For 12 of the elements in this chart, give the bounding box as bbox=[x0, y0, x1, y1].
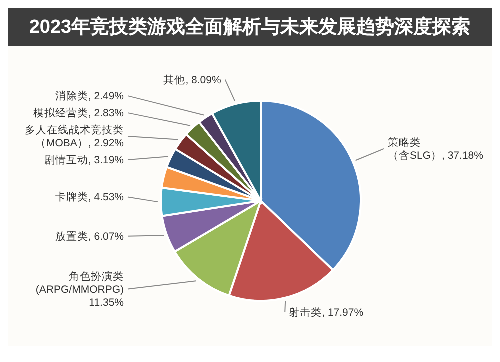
slice-label: 角色扮演类(ARPG/MMORPG) bbox=[36, 270, 124, 296]
chart-title: 2023年竞技类游戏全面解析与未来发展趋势深度探索 bbox=[8, 8, 492, 46]
slice-label: 多人在线战术竞技类（MOBA）, 2.92% bbox=[25, 124, 124, 150]
slice-label: 射击类, 17.97% bbox=[289, 306, 364, 320]
slice-label: 放置类, 6.07% bbox=[55, 230, 124, 243]
slice-label: 模拟经营类, 2.83% bbox=[33, 106, 124, 120]
slice-label: 策略类（含SLG）, 37.18% bbox=[388, 136, 484, 162]
slice-label: 卡牌类, 4.53% bbox=[55, 190, 124, 204]
data-label: 11.35% bbox=[89, 296, 124, 309]
slice-label: 其他, 8.09% bbox=[164, 73, 222, 86]
slice-label: 剧情互动, 3.19% bbox=[44, 154, 124, 167]
slice-label: 消除类, 2.49% bbox=[55, 90, 124, 103]
